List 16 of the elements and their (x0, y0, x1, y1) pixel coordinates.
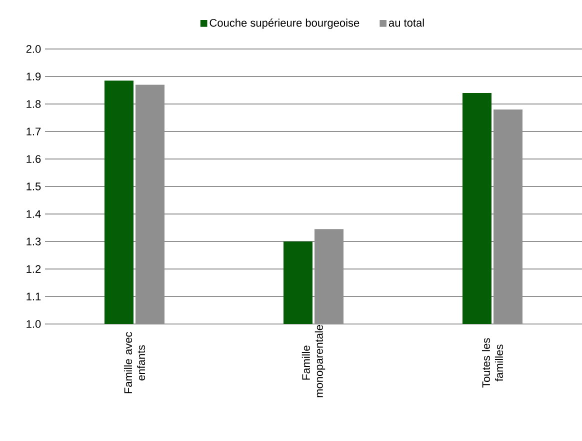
y-tick-label: 1.3 (26, 238, 41, 246)
x-tick-label: Famille avec enfants (124, 332, 146, 394)
legend-label: au total (388, 18, 424, 27)
y-tick-label: 1.0 (26, 320, 41, 328)
y-tick-label: 1.8 (26, 100, 41, 108)
y-tick-label: 1.9 (26, 72, 41, 80)
legend-label: Couche supérieure bourgeoise (210, 18, 360, 29)
y-tick-label: 1.6 (26, 155, 41, 163)
y-tick-label: 1.5 (26, 182, 41, 190)
y-tick-label: 1.1 (26, 292, 41, 300)
y-tick-label: 1.4 (26, 210, 41, 218)
y-tick-label: 1.2 (26, 265, 41, 273)
x-tick-label: Toutes les familles (482, 338, 504, 388)
x-tick-label: Famille monoparentale (302, 324, 326, 398)
y-tick-label: 2.0 (26, 45, 41, 53)
y-tick-label: 1.7 (26, 128, 41, 136)
